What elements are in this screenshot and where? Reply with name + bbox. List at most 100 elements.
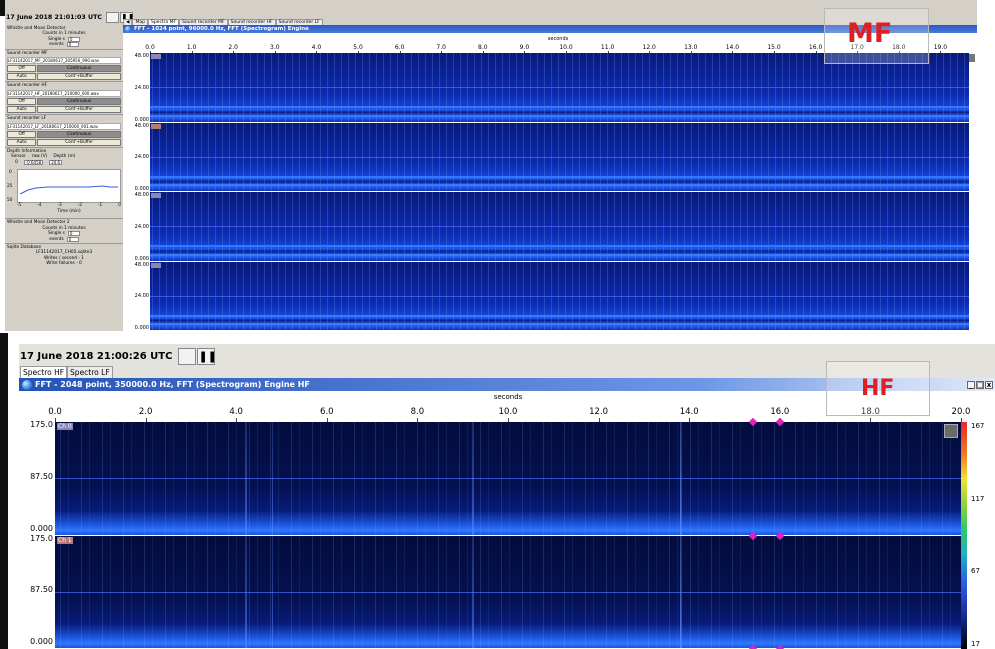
close-button[interactable]: x [985, 380, 993, 389]
hf-axis-title: seconds [493, 393, 523, 401]
mf-x-tick-label: 10.0 [559, 44, 573, 51]
tab-spectro-mf[interactable]: Spectro MF [147, 19, 180, 26]
hf-x-tick-mark [326, 418, 328, 422]
mf-spectrogram-panel[interactable] [150, 53, 969, 122]
recording-file: LF31142017_HF_20180617_210000_000.wav [7, 89, 121, 98]
mf-spectrogram-panel[interactable] [150, 122, 969, 191]
hf-x-tick-mark [961, 418, 962, 422]
recording-file: LF31142017_LF_20180617_210000_001.wav [7, 122, 121, 131]
hf-tick-labels: 0.0 2.0 4.0 6.0 8.0 10.0 12.0 14.0 16.0 18.0 20.0 [48, 407, 970, 422]
hf-label: HF [861, 376, 895, 401]
hf-spectrogram-panel[interactable]: Ch 0 [55, 422, 961, 535]
auto-button[interactable]: Auto [7, 73, 37, 81]
mf-y-label: 0.000 [134, 186, 149, 192]
counts-label: Counts in 1 minutes [42, 225, 86, 231]
auto-button[interactable]: Auto [7, 139, 37, 147]
section-title: Sqlite Database [7, 244, 42, 250]
whistle-moan-detector-2-section: Whistle and Moan Detector 2 Counts in 1 … [5, 219, 123, 244]
single-label: Single s [48, 231, 65, 237]
continuous-button[interactable]: Continuous [37, 131, 121, 139]
continuous-button[interactable]: Continuous [37, 65, 121, 73]
tonal-line [150, 106, 969, 109]
depth-y-tick: 25 [7, 184, 13, 190]
mf-y-label: 48.00 [134, 261, 149, 268]
hf-y-label: 175.0 [30, 420, 53, 429]
mf-y-label: 48.00 [134, 53, 149, 59]
mf-x-tick-label: 15.0 [767, 44, 781, 51]
tab-sound-recorder-mf[interactable]: Sound recorder MF [179, 19, 228, 26]
restore-button[interactable]: □ [976, 380, 984, 389]
minimize-button[interactable]: _ [967, 380, 975, 389]
hf-toolbar: 17 June 2018 21:00:26 UTC ❚❚ [20, 347, 217, 365]
mf-y-label: 24.00 [134, 293, 149, 300]
mf-toolbar: 17 June 2018 21:01:03 UTC ❚❚ [6, 10, 134, 24]
tab-scroll-left[interactable]: ◀ [123, 19, 133, 26]
off-button[interactable]: Off [7, 65, 37, 73]
off-button[interactable]: Off [7, 131, 37, 139]
tonal-line [150, 156, 969, 158]
tonal-line [150, 323, 969, 326]
depth-depth-value: 24.6 [49, 160, 63, 166]
colorbar-tick-label: 167 [971, 422, 985, 430]
mf-x-tick-mark [233, 51, 235, 53]
mf-x-tick-mark [940, 51, 942, 53]
mf-x-tick-mark [524, 51, 526, 53]
hf-x-tick-mark [236, 418, 238, 422]
cont-buffer-button[interactable]: Cont'+Buffer [37, 73, 121, 81]
hf-y-label: 87.50 [30, 471, 53, 481]
depth-information-section: Depth Information Sensor raw (V) Depth (… [5, 148, 123, 220]
mf-x-tick-label: 17.0 [850, 44, 864, 51]
cont-buffer-button[interactable]: Cont'+Buffer [37, 106, 121, 114]
cont-buffer-button[interactable]: Cont'+Buffer [37, 139, 121, 147]
mf-spectrogram-panel[interactable] [150, 192, 969, 261]
hf-y-label: 175.0 [30, 533, 53, 543]
channel-tag: Ch 0 [57, 423, 73, 430]
tab-map[interactable]: Map [132, 19, 148, 26]
pause-button[interactable]: ❚❚ [197, 347, 217, 365]
depth-y-tick: 0 [9, 170, 12, 176]
tab-spectro-lf[interactable]: Spectro LF [67, 366, 113, 378]
mf-x-tick-mark [566, 51, 567, 53]
mf-x-tick-mark [607, 51, 609, 53]
events-value: 0 [66, 42, 79, 48]
mf-x-tick-mark [649, 51, 651, 53]
depth-col-raw: raw (V) [31, 154, 48, 160]
hf-spectrogram-panel[interactable]: Ch 1 [55, 535, 961, 648]
depth-y-tick: 50 [7, 198, 13, 204]
tab-sound-recorder-hf[interactable]: Sound recorder HF [227, 19, 276, 26]
auto-button[interactable]: Auto [7, 106, 37, 114]
colorbar-tick-label: 17 [971, 640, 980, 648]
hf-x-axis: seconds 0.0 2.0 4.0 6.0 8.0 10.0 12.0 14.0 16.0 1… [48, 391, 970, 422]
tonal-line [150, 184, 969, 187]
panel-settings-button[interactable] [944, 424, 958, 438]
sound-recorder-lf-section: Sound recorder LF LF31142017_LF_20180617… [5, 115, 123, 149]
left-edge-bar-lower [0, 333, 8, 649]
mf-y-label: 0.000 [134, 255, 149, 262]
mf-x-tick-mark [399, 51, 401, 53]
hf-x-tick-mark [417, 418, 419, 422]
mf-scroll-handle[interactable] [969, 54, 975, 62]
sound-recorder-hf-section: Sound recorder HF LF31142017_HF_20180617… [5, 82, 123, 116]
mf-fft-window: FFT - 1024 point, 96000.0 Hz, FFT (Spect… [123, 25, 977, 331]
tab-spectro-hf[interactable]: Spectro HF [20, 366, 68, 378]
mf-x-axis: seconds 0.0 1.0 2.0 3.0 4.0 5.0 6.0 7.0 8.0 9.0 10… [145, 33, 969, 53]
tab-sound-recorder-lf[interactable]: Sound recorder LF [275, 19, 323, 26]
record-button[interactable] [178, 347, 197, 365]
mf-spectrogram-panel[interactable] [150, 261, 969, 330]
mf-x-tick-label: 7.0 [436, 44, 446, 51]
section-title: Sound recorder LF [7, 116, 47, 122]
hf-x-tick-mark [508, 418, 509, 422]
record-button[interactable] [106, 11, 119, 23]
mf-x-tick-label: 4.0 [311, 44, 322, 51]
hf-timestamp: 17 June 2018 21:00:26 UTC [20, 350, 173, 362]
hf-spectrogram-panels: Ch 0 Ch 1 [55, 417, 961, 649]
mf-screenshot: 17 June 2018 21:01:03 UTC ❚❚ ◀ Map Spect… [5, 0, 977, 331]
continuous-button[interactable]: Continuous [37, 98, 121, 106]
transient-band [471, 422, 474, 535]
single-label: Single s [48, 36, 65, 42]
depth-x-ticks: -5 -4 -3 -2 -1 0 [17, 203, 121, 209]
mf-fft-titlebar: FFT - 1024 point, 96000.0 Hz, FFT (Spect… [123, 25, 977, 33]
off-button[interactable]: Off [7, 98, 37, 106]
recording-file: LF31142017_MF_20180617_205956_990.wav [7, 57, 121, 65]
mf-spectrogram-panels [150, 53, 969, 331]
